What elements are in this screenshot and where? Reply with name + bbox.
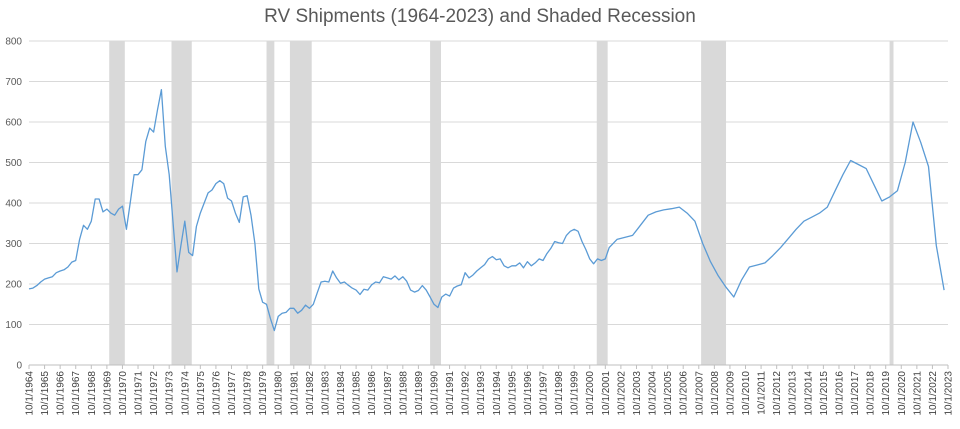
x-tick-label: 10/1/1993: [476, 371, 487, 416]
x-tick-label: 10/1/2007: [694, 371, 705, 416]
x-tick-label: 10/1/2021: [912, 371, 923, 416]
y-tick-label: 800: [5, 37, 22, 48]
x-tick-label: 10/1/1996: [523, 371, 534, 416]
x-tick-label: 10/1/2002: [616, 371, 627, 416]
x-tick-label: 10/1/1989: [414, 371, 425, 416]
x-tick-label: 10/1/1987: [383, 371, 394, 416]
chart-title: RV Shipments (1964-2023) and Shaded Rece…: [264, 6, 696, 27]
y-tick-label: 700: [5, 77, 22, 88]
x-tick-label: 10/1/2006: [679, 371, 690, 416]
x-tick-label: 10/1/1967: [71, 371, 82, 416]
x-tick-label: 10/1/1997: [539, 371, 550, 416]
x-tick-label: 10/1/1983: [320, 371, 331, 416]
x-tick-label: 10/1/2017: [850, 371, 861, 416]
x-tick-label: 10/1/1970: [118, 371, 129, 416]
x-tick-label: 10/1/1980: [274, 371, 285, 416]
x-tick-label: 10/1/1990: [430, 371, 441, 416]
x-tick-label: 10/1/2001: [601, 371, 612, 416]
x-tick-label: 10/1/1964: [25, 371, 36, 416]
x-tick-label: 10/1/1974: [180, 371, 191, 416]
y-tick-label: 100: [5, 320, 22, 331]
x-tick-label: 10/1/1969: [102, 371, 113, 416]
series-line-group: [28, 88, 945, 332]
x-tick-label: 10/1/2005: [663, 371, 674, 416]
x-tick-label: 10/1/2000: [585, 371, 596, 416]
x-tick-label: 10/1/2009: [725, 371, 736, 416]
x-tick-label: 10/1/1976: [211, 371, 222, 416]
y-tick-label: 500: [5, 158, 22, 169]
y-tick-label: 600: [5, 118, 22, 129]
x-tick-label: 10/1/1982: [305, 371, 316, 416]
x-tick-label: 10/1/2013: [788, 371, 799, 416]
x-tick-label: 10/1/2018: [866, 371, 877, 416]
x-tick-label: 10/1/1995: [507, 371, 518, 416]
y-tick-label: 200: [5, 280, 22, 291]
y-tick-label: 0: [16, 361, 22, 372]
x-tick-label: 10/1/1984: [336, 371, 347, 416]
x-tick-label: 10/1/2020: [897, 371, 908, 416]
y-tick-label: 400: [5, 199, 22, 210]
x-tick-label: 10/1/1965: [40, 371, 51, 416]
x-tick-label: 10/1/1998: [554, 371, 565, 416]
x-tick-label: 10/1/1971: [134, 371, 145, 416]
y-axis-ticks: 0 100 200 300 400 500 600 700 800: [5, 37, 22, 372]
x-tick-label: 10/1/2015: [819, 371, 830, 416]
x-tick-label: 10/1/1991: [445, 371, 456, 416]
y-tick-label: 300: [5, 239, 22, 250]
x-tick-label: 10/1/2010: [741, 371, 752, 416]
x-tick-label: 10/1/2003: [632, 371, 643, 416]
x-tick-label: 10/1/1972: [149, 371, 160, 416]
x-tick-label: 10/1/1966: [56, 371, 67, 416]
x-tick-label: 10/1/1977: [227, 371, 238, 416]
x-tick-label: 10/1/2012: [772, 371, 783, 416]
x-tick-label: 10/1/1973: [165, 371, 176, 416]
x-tick-label: 10/1/1994: [492, 371, 503, 416]
x-tick-label: 10/1/2016: [835, 371, 846, 416]
x-tick-label: 10/1/1975: [196, 371, 207, 416]
x-tick-label: 10/1/2014: [803, 371, 814, 416]
x-tick-label: 10/1/2004: [648, 371, 659, 416]
x-tick-label: 10/1/2023: [944, 371, 955, 416]
x-axis-ticks: 10/1/1964 10/1/1965 10/1/1966 10/1/1967 10/1…: [25, 365, 955, 416]
x-tick-label: 10/1/1992: [461, 371, 472, 416]
x-tick-label: 10/1/1981: [289, 371, 300, 416]
x-tick-label: 10/1/2019: [881, 371, 892, 416]
x-tick-label: 10/1/1978: [243, 371, 254, 416]
x-tick-label: 10/1/1988: [398, 371, 409, 416]
x-tick-label: 10/1/1979: [258, 371, 269, 416]
x-tick-label: 10/1/1986: [367, 371, 378, 416]
gridlines: [29, 40, 948, 366]
x-tick-label: 10/1/1999: [570, 371, 581, 416]
x-tick-label: 10/1/2011: [757, 371, 768, 415]
series-line-rv-shipments: [28, 88, 945, 332]
x-tick-label: 10/1/2008: [710, 371, 721, 416]
x-tick-label: 10/1/1968: [87, 371, 98, 416]
x-tick-label: 10/1/1985: [352, 371, 363, 416]
x-tick-label: 10/1/2022: [928, 371, 939, 416]
